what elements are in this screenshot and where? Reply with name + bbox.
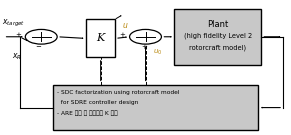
Text: $u_0$: $u_0$ (153, 48, 162, 57)
Text: - SDC factorization using rotorcraft model: - SDC factorization using rotorcraft mod… (57, 90, 180, 95)
FancyBboxPatch shape (86, 19, 115, 58)
Text: +: + (119, 32, 125, 38)
Text: (high fidelity Level 2: (high fidelity Level 2 (184, 32, 252, 39)
Text: +: + (15, 32, 21, 38)
Text: - ARE 계산 및 이득행렬 K 계산: - ARE 계산 및 이득행렬 K 계산 (57, 111, 118, 116)
Text: +: + (141, 44, 147, 50)
FancyBboxPatch shape (53, 85, 258, 130)
Text: K: K (97, 33, 105, 43)
Text: $x_{target}$: $x_{target}$ (2, 18, 25, 29)
FancyBboxPatch shape (175, 9, 261, 65)
Text: $x_R$: $x_R$ (12, 52, 22, 62)
Text: rotorcraft model): rotorcraft model) (189, 44, 246, 51)
Text: $u$: $u$ (122, 21, 128, 30)
Text: for SDRE controller design: for SDRE controller design (57, 100, 139, 105)
Text: −: − (36, 44, 41, 50)
Text: Plant: Plant (207, 20, 228, 29)
